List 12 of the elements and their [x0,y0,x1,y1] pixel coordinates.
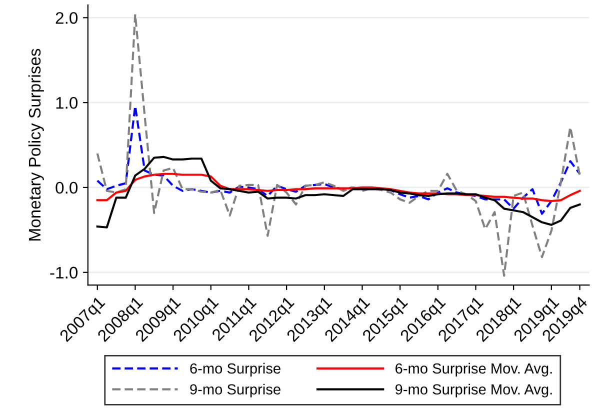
line-series [96,13,581,277]
y-axis-title: Monetary Policy Surprises [28,48,44,240]
line-series [96,156,581,228]
legend-label: 6-mo Surprise Mov. Avg. [396,362,552,377]
legend-label: 6-mo Surprise [190,362,280,377]
y-tick-label: 1.0 [56,96,78,109]
legend-label: 9-mo Surprise Mov. Avg. [395,384,552,398]
legend-label: 9-mo Surprise [190,384,280,398]
y-tick-label: 0.0 [56,182,78,194]
line-series [96,172,581,202]
y-tick-label: -1.0 [50,266,78,279]
y-tick-label: 2.0 [56,12,78,24]
